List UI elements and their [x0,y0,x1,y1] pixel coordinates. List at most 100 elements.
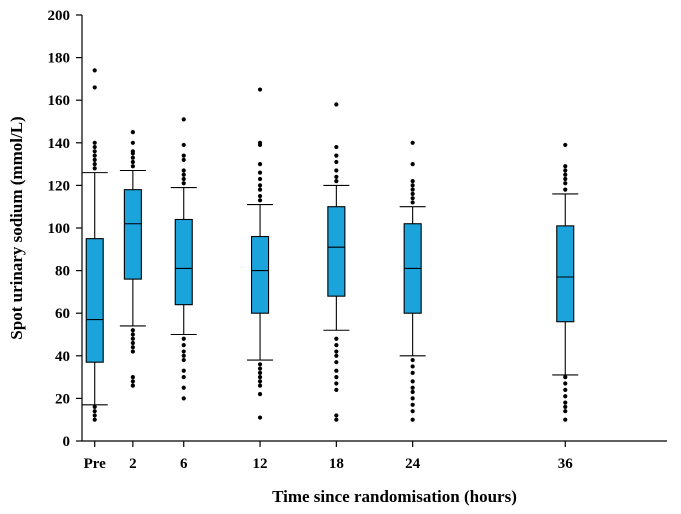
outlier-point [92,404,97,410]
outlier-point [334,179,339,184]
outlier-point [410,379,415,384]
outlier-point [257,140,263,145]
iqr-box [250,235,270,314]
outlier-point [410,364,415,369]
outlier-point [563,394,568,399]
box-group-6 [170,117,197,401]
outlier-point [257,375,263,380]
y-tick-label: 80 [55,264,70,280]
outlier-point [257,170,263,175]
outlier-point [92,166,97,171]
outlier-point [410,187,415,192]
axes [81,15,667,442]
outlier-point [130,379,135,384]
box-group-Pre [81,68,108,422]
box-group-18 [323,102,350,422]
outlier-point [410,409,415,414]
outlier-point [563,168,568,173]
outlier-point [130,336,135,341]
y-tick-label: 180 [48,51,71,67]
y-tick-label: 200 [48,8,71,24]
outlier-point [257,187,263,192]
outlier-point [257,379,263,384]
outlier-point [334,349,339,354]
outlier-point [334,336,339,341]
outlier-point [410,162,415,167]
outlier-point [130,130,135,135]
outlier-point [92,157,97,162]
outlier-point [334,102,339,107]
outlier-point [130,345,135,350]
outlier-point [92,144,97,150]
outlier-point [181,385,186,390]
box-group-12 [247,87,274,420]
iqr-box [85,238,104,363]
outlier-point [181,343,186,348]
x-tick-label: 36 [558,456,574,472]
outlier-point [563,375,568,380]
outlier-point [92,153,97,158]
outlier-point [563,417,568,422]
outlier-point [410,140,415,145]
outlier-point [92,85,97,90]
outlier-point [130,383,135,388]
outlier-point [410,402,415,407]
outlier-point [181,142,186,148]
box-group-24 [399,140,426,422]
outlier-point [563,387,568,392]
outlier-point [257,362,263,367]
outlier-point [563,181,568,186]
outlier-point [181,336,186,341]
box-group-36 [552,142,579,422]
outlier-point [257,176,263,182]
outlier-point [257,198,263,203]
box-group-2 [119,130,146,388]
outlier-point [181,153,186,158]
x-tick-label: 12 [253,456,268,472]
y-axis-title: Spot urinary sodium (mmol/L) [7,116,26,339]
x-tick-label: 2 [129,456,137,472]
y-tick-label: 160 [48,93,71,109]
iqr-box [556,225,575,323]
outlier-point [181,117,186,122]
outlier-point [410,179,415,184]
outlier-point [334,375,339,380]
x-ticks: Pre 2 6 12 18 24 36 [84,441,574,472]
outlier-point [92,149,97,154]
outlier-point [130,159,135,165]
outlier-point [181,176,186,182]
outlier-point [334,417,339,422]
outlier-point [130,340,135,346]
outlier-point [563,164,568,169]
outlier-point [410,396,415,401]
outlier-point [257,383,263,388]
outlier-point [181,375,186,380]
outlier-point [92,413,97,418]
outlier-point [181,181,186,186]
outlier-point [334,381,339,386]
y-tick-label: 120 [48,178,71,194]
outlier-point [257,162,263,167]
outlier-point [563,400,568,405]
outlier-point [181,368,186,373]
y-tick-label: 40 [55,349,70,365]
y-tick-label: 60 [55,306,70,322]
outlier-point [334,144,339,150]
outlier-point [410,417,415,422]
outlier-point [130,332,135,337]
outlier-point [334,168,339,173]
outlier-point [410,389,415,395]
outlier-point [92,68,97,73]
outlier-point [257,366,263,371]
x-tick-label: 18 [329,456,344,472]
outlier-point [410,183,415,188]
outlier-point [92,409,97,414]
outlier-point [410,196,415,201]
outlier-point [130,375,135,380]
outlier-point [257,193,263,199]
outlier-point [257,183,263,188]
outlier-point [334,413,339,418]
outlier-point [181,157,186,162]
outlier-point [92,162,97,167]
